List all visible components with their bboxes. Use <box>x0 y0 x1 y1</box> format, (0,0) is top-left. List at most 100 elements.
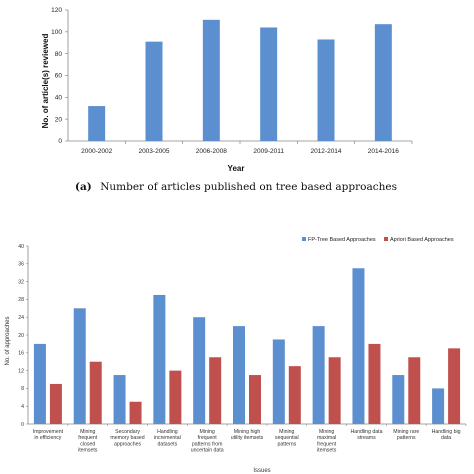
chart-b-ytick-label: 8 <box>21 386 24 392</box>
chart-b-xtick-label-line: frequent <box>317 441 337 447</box>
chart-articles-per-period: No. of article(s) reviewed Year 0 20 40 60 8… <box>41 7 413 173</box>
chart-a-ytick-label: 0 <box>58 138 62 145</box>
chart-b-xtick-label: Mining frequent closed itemsets <box>78 429 98 454</box>
chart-b-ytick-label: 4 <box>21 404 24 410</box>
chart-b-xtick-label-line: itemsets <box>317 448 337 454</box>
chart-b-xtick-label-line: patterns from <box>192 441 223 447</box>
chart-b-bar-apriori <box>249 375 261 424</box>
chart-b-bar-fp-tree <box>432 388 445 424</box>
chart-b-xtick-label-line: data <box>441 435 451 441</box>
chart-b-bar-apriori <box>209 357 222 424</box>
chart-b-bar-apriori <box>448 348 461 424</box>
chart-a-xtick-label: 2003-2005 <box>138 148 169 155</box>
chart-b-bar-fp-tree <box>193 317 206 424</box>
chart-b-xtick-label: Mining rare patterns <box>393 429 419 441</box>
chart-b-bar-fp-tree <box>233 326 245 424</box>
chart-a-bar <box>145 41 163 141</box>
chart-a-bar <box>202 19 220 142</box>
chart-b-xtick-label-line: maximal <box>317 435 336 441</box>
chart-b-xtick-label-line: approaches <box>114 441 142 447</box>
chart-b-xtick-label: Mining maximal frequent itemsets <box>317 429 337 454</box>
chart-b-xtick-label: Improvement in efficiency <box>33 429 64 441</box>
chart-b-ytick-label: 0 <box>21 422 24 428</box>
chart-a-xtick-label: 2009-2011 <box>253 148 284 155</box>
chart-b-bar-fp-tree <box>272 339 285 424</box>
chart-b-bar-apriori <box>89 361 102 424</box>
chart-b-bar-apriori <box>288 366 301 424</box>
legend-label-apriori: Apriori Based Approaches <box>390 237 454 243</box>
chart-a-xtick-label: 2006-2008 <box>196 148 227 155</box>
chart-b-ytick-label: 16 <box>18 351 24 357</box>
chart-a-ytick-label: 20 <box>55 116 63 123</box>
chart-b-xtick-label: Handling big data <box>432 429 461 441</box>
chart-b-bar-fp-tree <box>113 375 126 424</box>
chart-b-xtick-label-line: frequent <box>198 435 218 441</box>
chart-b-xtick-label: Mining frequent patterns from uncertain dat… <box>191 429 224 454</box>
legend-swatch-fp-tree <box>302 237 306 241</box>
chart-a-bar <box>88 106 106 141</box>
chart-b-xtick-label-line: streams <box>357 435 376 441</box>
chart-b-xtick-label-line: itemsets <box>78 448 98 454</box>
chart-b-xtick-label-line: Mining high <box>234 429 261 435</box>
chart-a-bar <box>317 39 335 141</box>
chart-a-ytick-label: 100 <box>51 29 62 36</box>
chart-b-ytick-label: 36 <box>18 262 24 268</box>
chart-b-xtick-label-line: Improvement <box>33 429 64 435</box>
chart-b-ytick-label: 20 <box>18 333 24 339</box>
chart-b-ytick-label: 32 <box>18 279 24 285</box>
chart-b-bar-apriori <box>49 383 62 424</box>
chart-b-ytick-label: 40 <box>18 244 24 250</box>
chart-b-ytick-label: 12 <box>18 368 24 374</box>
chart-b-ytick-label: 24 <box>18 315 24 321</box>
chart-b-bar-apriori <box>169 370 182 424</box>
chart-b-legend: FP-Tree Based Approaches Apriori Based A… <box>302 237 454 243</box>
chart-b-bar-fp-tree <box>33 343 46 424</box>
chart-a-ylabel: No. of article(s) reviewed <box>41 34 50 129</box>
chart-b-xtick-label-line: datasets <box>158 441 178 447</box>
chart-b-xtick-label-line: incremental <box>154 435 181 441</box>
chart-a-bar <box>260 27 278 141</box>
chart-b-xlabel: Issues <box>253 468 270 474</box>
chart-b-xtick-label-line: patterns <box>397 435 416 441</box>
chart-b-bar-fp-tree <box>153 294 166 424</box>
chart-b-xtick-label-line: patterns <box>277 441 296 447</box>
chart-a-ytick-label: 120 <box>51 7 62 14</box>
chart-b-ylabel: No. of approaches <box>5 316 11 365</box>
chart-b-xtick-label-line: in efficiency <box>34 435 61 441</box>
chart-b-xtick-label-line: frequent <box>78 435 98 441</box>
legend-swatch-apriori <box>384 237 388 241</box>
chart-b-bar-fp-tree <box>312 326 325 424</box>
chart-b-xtick-label-line: sequential <box>275 435 299 441</box>
chart-a-xlabel: Year <box>228 164 245 173</box>
chart-b-xtick-label: Handling incremental datasets <box>154 429 181 447</box>
chart-b-bar-apriori <box>129 401 142 424</box>
chart-b-bar-fp-tree <box>73 308 86 424</box>
figure-caption: (a) Number of articles published on tree… <box>75 177 397 194</box>
chart-a-ytick-label: 60 <box>55 73 63 80</box>
chart-b-xtick-label-line: utility itemsets <box>231 435 264 441</box>
chart-b-bar-apriori <box>408 357 421 424</box>
chart-b-xtick-label-line: Mining rare <box>393 429 419 435</box>
chart-b-xtick-label-line: uncertain data <box>191 448 224 454</box>
chart-b-xtick-label-line: Mining <box>200 429 215 435</box>
caption-text: Number of articles published on tree bas… <box>100 181 397 193</box>
chart-b-xtick-label-line: Mining <box>279 429 294 435</box>
chart-b-xtick-label: Handling data streams <box>350 429 382 441</box>
chart-b-bar-fp-tree <box>392 375 405 424</box>
chart-b-xtick-label-line: Mining <box>319 429 334 435</box>
chart-approaches-per-issue: No. of approaches Issues FP-Tree Based A… <box>5 237 467 474</box>
chart-b-bar-fp-tree <box>352 268 365 424</box>
chart-b-bar-apriori <box>368 343 381 424</box>
chart-b-xtick-label: Mining sequential patterns <box>275 429 299 447</box>
chart-b-xtick-label-line: Handling data <box>350 429 382 435</box>
chart-b-xtick-label-line: Handling big <box>432 429 461 435</box>
chart-b-xtick-label: Secondary memory based approaches <box>110 429 144 447</box>
chart-a-ytick-label: 80 <box>55 51 63 58</box>
chart-b-xtick-label: Mining high utility itemsets <box>231 429 264 441</box>
chart-a-xtick-label: 2000-2002 <box>81 148 112 155</box>
chart-b-xtick-label-line: memory based <box>110 435 144 441</box>
caption-label: (a) <box>75 181 92 193</box>
chart-a-xtick-label: 2014-2016 <box>368 148 399 155</box>
legend-label-fp-tree: FP-Tree Based Approaches <box>308 237 376 243</box>
chart-b-xtick-label-line: closed <box>80 441 95 447</box>
